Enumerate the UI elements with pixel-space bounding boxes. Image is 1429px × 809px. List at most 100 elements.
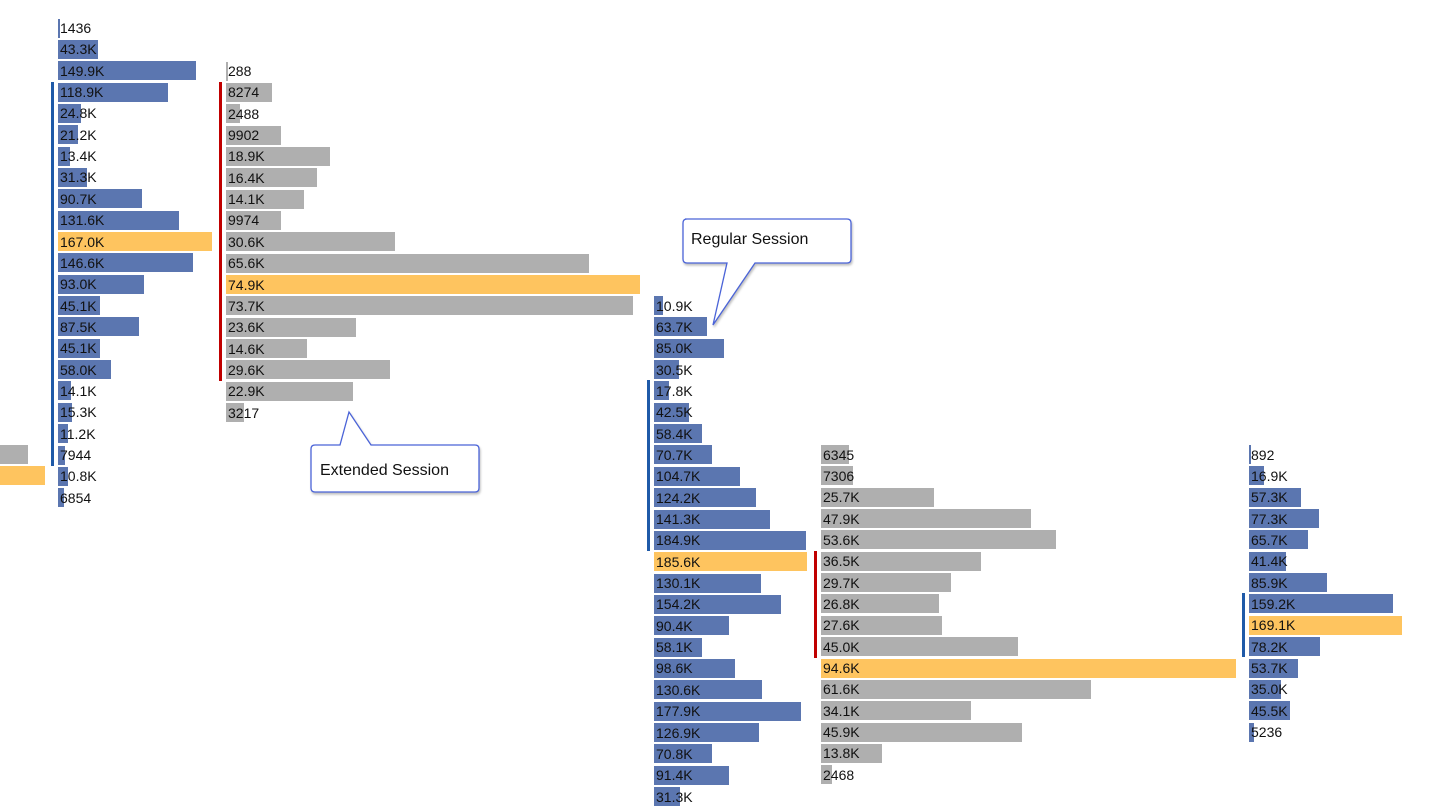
profile-3-bar xyxy=(654,381,669,401)
regular-session-callout: Regular Session xyxy=(680,216,855,328)
profile-5-value-label: 45.5K xyxy=(1251,702,1288,719)
profile-4-bar xyxy=(821,743,882,763)
profile-5-value-area-line xyxy=(1242,593,1245,658)
profile-1-bar xyxy=(58,402,73,422)
profile-5-bar xyxy=(1249,658,1298,678)
profile-2-value-label: 16.4K xyxy=(228,169,265,186)
regular-session-callout-shape xyxy=(682,218,852,326)
profile-1-value-label: 58.0K xyxy=(60,361,97,378)
extended-session-callout: Extended Session xyxy=(308,410,486,498)
profile-3-bar xyxy=(654,765,730,785)
profile-3-bar xyxy=(654,637,702,657)
profile-2-value-label: 73.7K xyxy=(228,297,265,314)
profile-2-bar xyxy=(226,403,244,423)
profile-1-bar xyxy=(58,381,71,401)
profile-2-value-label: 65.6K xyxy=(228,255,265,272)
profile-5-value-label: 5236 xyxy=(1251,724,1283,741)
profile-3-value-label: 70.8K xyxy=(656,745,693,762)
profile-3-value-label: 177.9K xyxy=(656,703,701,720)
profile-5-bar xyxy=(1249,701,1291,721)
profile-1-poc-bar xyxy=(58,232,212,251)
profile-3-value-label: 30.5K xyxy=(656,361,693,378)
profile-2-bar xyxy=(226,125,281,145)
profile-5-value-label: 85.9K xyxy=(1251,574,1288,591)
profile-2-value-label: 22.9K xyxy=(228,383,265,400)
profile-1-value-label: 24.8K xyxy=(60,105,97,122)
profile-3-bar xyxy=(654,296,663,315)
profile-5-bar xyxy=(1249,573,1327,593)
profile-2-bar xyxy=(226,61,228,81)
profile-5-value-label: 78.2K xyxy=(1251,638,1288,655)
profile-2-bar xyxy=(226,146,331,166)
profile-1-bar xyxy=(58,103,81,123)
profile-1-bar xyxy=(58,296,100,316)
profile-5-bar xyxy=(1249,637,1320,657)
profile-2-value-label: 3217 xyxy=(228,404,260,421)
profile-3-value-label: 70.7K xyxy=(656,446,693,463)
profile-3-value-label: 154.2K xyxy=(656,596,701,613)
profile-5-bar xyxy=(1249,509,1319,529)
profile-3-bar xyxy=(654,723,759,742)
profile-3-bar xyxy=(654,744,713,764)
profile-1-value-label: 13.4K xyxy=(60,148,97,165)
profile-1-value-label: 149.9K xyxy=(60,62,105,79)
profile-2-value-label: 8274 xyxy=(228,84,260,101)
profile-4-bar xyxy=(821,722,1023,742)
profile-1-value-label: 45.1K xyxy=(60,297,97,314)
profile-2-value-label: 288 xyxy=(228,63,252,79)
profile-1-bar xyxy=(58,360,112,380)
profile-2-bar xyxy=(226,189,304,209)
profile-1-bar xyxy=(58,338,100,358)
profile-3-bar xyxy=(654,680,762,700)
profile-4-value-label: 34.1K xyxy=(823,702,860,719)
profile-4-value-label: 13.8K xyxy=(823,745,860,762)
profile-3-bar xyxy=(654,573,762,593)
profile-0-bar xyxy=(0,466,45,486)
profile-3-bar xyxy=(654,445,713,465)
profile-3-bar xyxy=(654,658,736,678)
profile-2-bar xyxy=(226,360,390,380)
profile-4-bar xyxy=(821,679,1092,699)
profile-2-bar xyxy=(226,168,317,188)
profile-2-poc-bar xyxy=(226,275,640,294)
profile-5-bar xyxy=(1249,679,1281,699)
profile-3-value-label: 90.4K xyxy=(656,617,693,634)
profile-3-value-label: 185.6K xyxy=(656,553,701,570)
profile-3-value-area-line xyxy=(647,380,650,552)
profile-4-value-label: 94.6K xyxy=(823,660,860,676)
profile-2-value-label: 18.9K xyxy=(228,148,265,165)
profile-3-value-label: 130.1K xyxy=(656,575,701,592)
profile-4-bar xyxy=(821,615,943,635)
profile-4-value-label: 45.0K xyxy=(823,638,860,655)
profile-5-bar xyxy=(1249,551,1287,571)
profile-1-value-label: 11.2K xyxy=(60,425,96,442)
profile-3-bar xyxy=(654,424,703,444)
extended-session-callout-shape xyxy=(310,410,480,493)
profile-5-bar xyxy=(1249,530,1309,550)
profile-4-bar xyxy=(821,573,952,593)
profile-3-value-label: 126.9K xyxy=(656,724,701,741)
profile-2-value-label: 29.6K xyxy=(228,361,265,378)
profile-3-value-label: 10.9K xyxy=(656,297,693,314)
profile-3-value-label: 98.6K xyxy=(656,660,693,677)
profile-5-value-label: 41.4K xyxy=(1251,553,1288,570)
profile-4-bar xyxy=(821,701,971,721)
profile-2-value-label: 9902 xyxy=(228,127,260,144)
profile-4-value-label: 6345 xyxy=(823,446,855,463)
profile-2-bar xyxy=(226,232,396,252)
profile-2-bar xyxy=(226,82,272,102)
profile-3-bar xyxy=(654,701,801,721)
profile-2-bar xyxy=(226,317,357,337)
profile-2-bar xyxy=(226,381,353,401)
profile-1-bar xyxy=(58,189,142,209)
profile-3-poc-bar xyxy=(654,552,807,572)
profile-2-value-label: 23.6K xyxy=(228,319,265,336)
profile-3-bar xyxy=(654,530,807,550)
profile-1-value-label: 6854 xyxy=(60,489,92,506)
profile-4-value-label: 36.5K xyxy=(823,553,860,570)
profile-1-bar xyxy=(58,424,69,444)
profile-1-bar xyxy=(58,445,66,465)
profile-1-value-label: 45.1K xyxy=(60,340,97,357)
profile-2-value-label: 14.1K xyxy=(228,191,265,208)
